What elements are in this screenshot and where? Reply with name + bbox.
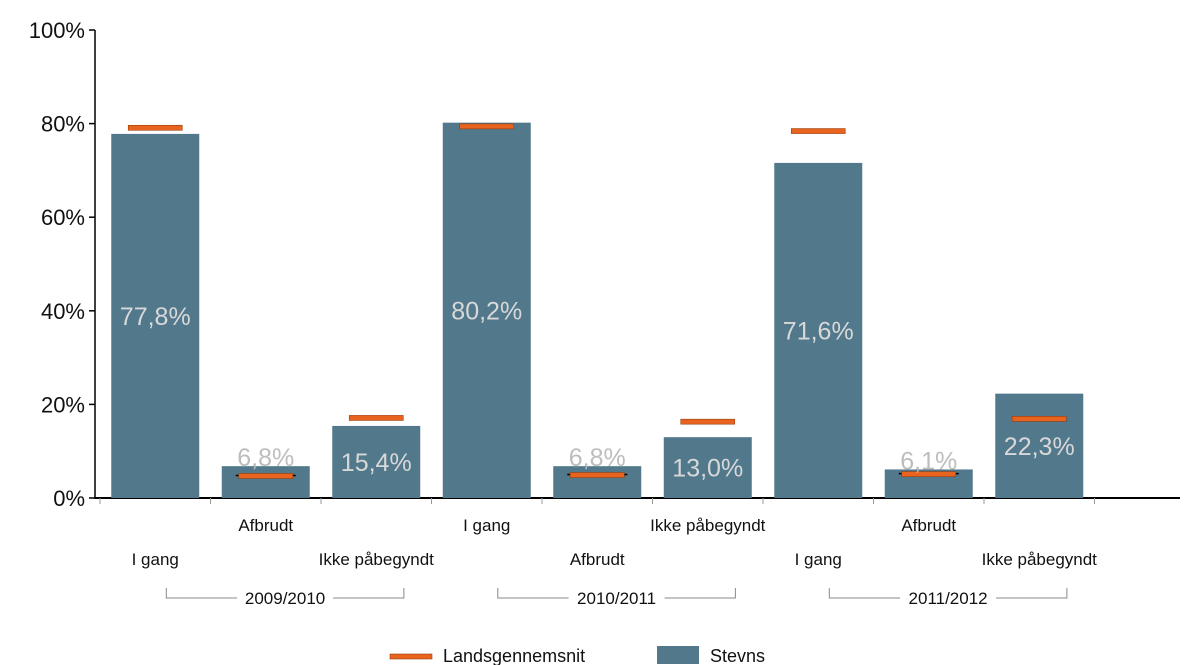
average-marker — [569, 472, 625, 478]
group-label: 2009/2010 — [245, 589, 325, 608]
y-tick-label: 100% — [29, 18, 85, 43]
bars — [111, 122, 1084, 499]
category-label: I gang — [132, 550, 179, 569]
average-markers — [127, 123, 1067, 479]
data-label: 6,8% — [569, 444, 626, 472]
legend: Landsgennemsnit Stevns — [389, 646, 765, 665]
group-label: 2010/2011 — [577, 589, 656, 608]
legend-marker-swatch — [389, 653, 433, 660]
average-marker — [127, 124, 183, 131]
average-marker — [348, 415, 404, 421]
average-marker — [1011, 416, 1067, 422]
data-label: 15,4% — [341, 449, 412, 477]
data-label: 77,8% — [120, 303, 191, 331]
y-tick-label: 60% — [41, 205, 85, 230]
category-label: Afbrudt — [238, 516, 293, 535]
category-label: Ikke påbegyndt — [982, 550, 1098, 569]
y-tick-label: 0% — [53, 486, 85, 511]
data-label: 6,1% — [900, 447, 957, 475]
bar — [774, 162, 863, 499]
y-tick-label: 20% — [41, 392, 85, 417]
group-bracket-right — [996, 588, 1068, 599]
data-label: 71,6% — [783, 317, 854, 345]
category-label: I gang — [795, 550, 842, 569]
legend-bar-swatch — [657, 646, 699, 664]
legend-label-stevns: Stevns — [710, 646, 765, 665]
data-labels: 77,8% 6,8% 15,4% 80,2% 6,8% 13,0% 71,6% 6,1% 22,… — [120, 297, 1075, 482]
group-bracket-right — [333, 588, 405, 599]
data-label: 80,2% — [451, 297, 522, 325]
category-label: Ikke påbegyndt — [319, 550, 435, 569]
bar — [663, 437, 752, 498]
y-tick-label: 40% — [41, 299, 85, 324]
average-marker — [901, 471, 957, 477]
category-label: Ikke påbegyndt — [650, 516, 766, 535]
bar — [221, 466, 310, 498]
group-labels: 2009/2010 2010/2011 2011/2012 — [165, 588, 1068, 608]
category-label: I gang — [463, 516, 510, 535]
bar — [442, 122, 531, 498]
average-marker — [680, 418, 736, 425]
group-bracket-left — [828, 588, 901, 599]
group-bracket-left — [165, 588, 238, 599]
category-label: Afbrudt — [570, 550, 625, 569]
bar — [553, 466, 642, 498]
bar — [111, 133, 200, 498]
average-marker — [459, 123, 515, 130]
y-tick-label: 80% — [41, 112, 85, 137]
group-bracket-left — [497, 588, 569, 599]
legend-label-landsgennemsnit: Landsgennemsnit — [443, 646, 585, 665]
bar — [995, 393, 1084, 498]
category-labels: I gang Afbrudt Ikke påbegyndt I gang Afbrudt… — [132, 516, 1098, 569]
average-marker — [790, 128, 846, 134]
bar — [332, 425, 421, 498]
group-bracket-right — [664, 588, 736, 599]
data-label: 22,3% — [1004, 433, 1075, 461]
data-label: 13,0% — [672, 455, 743, 483]
category-label: Afbrudt — [901, 516, 956, 535]
average-marker — [238, 473, 294, 479]
data-label: 6,8% — [237, 444, 294, 472]
group-label: 2011/2012 — [909, 589, 988, 608]
